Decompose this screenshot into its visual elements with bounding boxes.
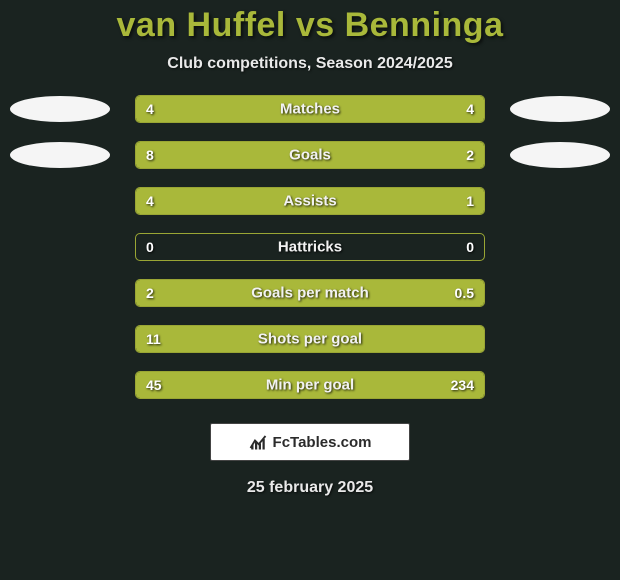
stat-row: 0 0 Hattricks: [0, 233, 620, 261]
bar-fill-left: [136, 188, 414, 214]
player-right-marker: [510, 142, 610, 168]
stat-label: Assists: [283, 193, 336, 210]
page-title: van Huffel vs Benninga: [117, 6, 504, 45]
stat-bar: 4 4 Matches: [135, 95, 485, 123]
stat-value-right: 2: [466, 147, 474, 163]
bar-fill-left: [136, 142, 414, 168]
stat-row: 4 4 Matches: [0, 95, 620, 123]
brand-logo-icon: [249, 433, 267, 451]
stat-row: 2 0.5 Goals per match: [0, 279, 620, 307]
stat-value-left: 4: [146, 101, 154, 117]
stat-row: 4 1 Assists: [0, 187, 620, 215]
stat-label: Shots per goal: [258, 331, 362, 348]
stat-label: Matches: [280, 101, 340, 118]
stat-bar: 8 2 Goals: [135, 141, 485, 169]
stats-rows: 4 4 Matches 8 2 Goals 4 1 Assists 0 0 Hattricks 2 0.5…: [0, 95, 620, 399]
stat-value-left: 2: [146, 285, 154, 301]
stat-row: 11 Shots per goal: [0, 325, 620, 353]
stat-row: 8 2 Goals: [0, 141, 620, 169]
stat-label: Hattricks: [278, 239, 342, 256]
player-left-marker: [10, 96, 110, 122]
player-left-marker: [10, 142, 110, 168]
stat-value-right: 1: [466, 193, 474, 209]
page-subtitle: Club competitions, Season 2024/2025: [167, 55, 452, 73]
stat-value-right: 234: [451, 377, 474, 393]
stat-label: Goals per match: [251, 285, 369, 302]
stat-bar: 2 0.5 Goals per match: [135, 279, 485, 307]
stat-row: 45 234 Min per goal: [0, 371, 620, 399]
stat-bar: 0 0 Hattricks: [135, 233, 485, 261]
player-right-marker: [510, 96, 610, 122]
date-label: 25 february 2025: [247, 479, 373, 497]
brand-text: FcTables.com: [273, 434, 372, 451]
stat-value-left: 45: [146, 377, 162, 393]
bar-fill-left: [136, 372, 192, 398]
stat-value-left: 8: [146, 147, 154, 163]
comparison-infographic: van Huffel vs Benninga Club competitions…: [0, 0, 620, 580]
stat-value-right: 0: [466, 239, 474, 255]
stat-value-left: 0: [146, 239, 154, 255]
stat-value-left: 4: [146, 193, 154, 209]
stat-label: Min per goal: [266, 377, 354, 394]
stat-bar: 45 234 Min per goal: [135, 371, 485, 399]
stat-label: Goals: [289, 147, 331, 164]
stat-bar: 4 1 Assists: [135, 187, 485, 215]
stat-value-right: 4: [466, 101, 474, 117]
stat-value-left: 11: [146, 331, 161, 347]
stat-value-right: 0.5: [455, 285, 474, 301]
brand-box: FcTables.com: [210, 423, 410, 461]
stat-bar: 11 Shots per goal: [135, 325, 485, 353]
